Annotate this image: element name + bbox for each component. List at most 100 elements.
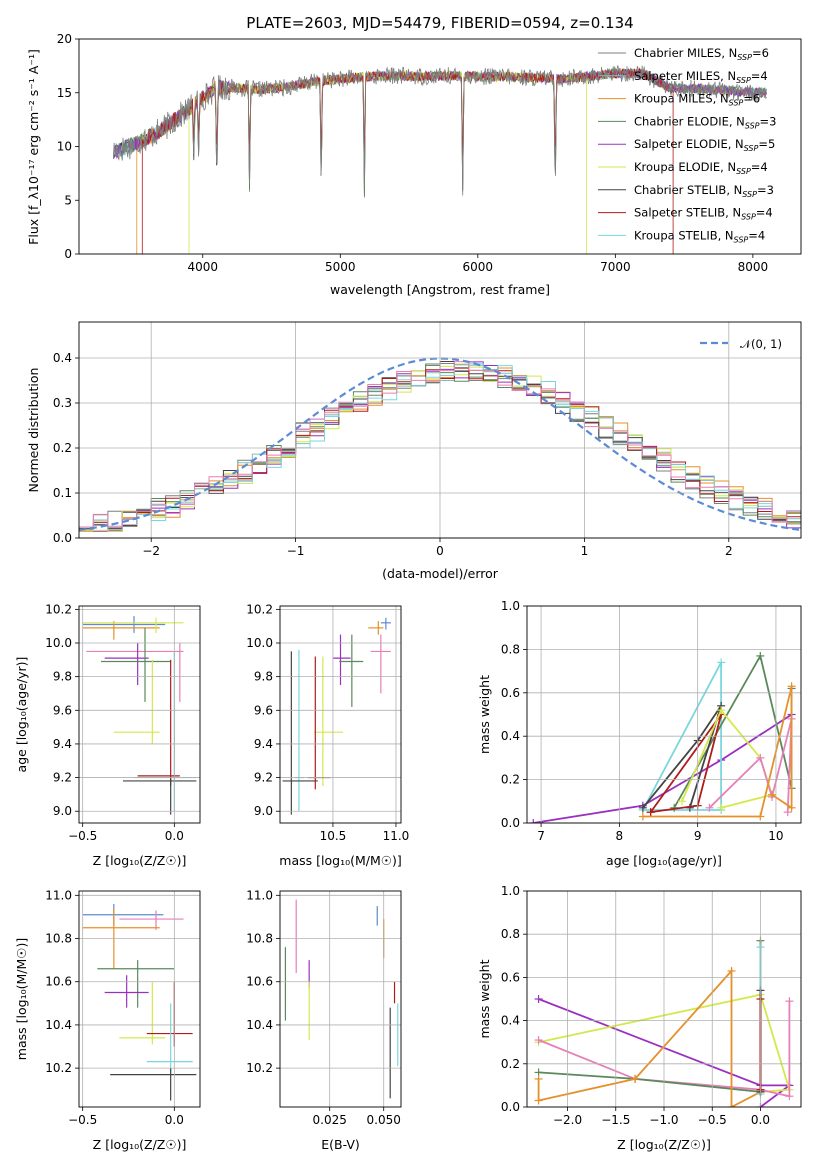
mass-z-xlabel: Z [log₁₀(Z/Z☉)] — [93, 1137, 187, 1152]
weight-z-xtick-label: −2.0 — [553, 1113, 582, 1127]
spectrum-axes-plot-area — [113, 65, 767, 254]
age-z-xtick-label: 0.0 — [165, 829, 184, 843]
spectrum-frame — [78, 38, 802, 255]
weight-z-xtick-label: 0.0 — [751, 1113, 770, 1127]
weight-age-axes-plot-area — [529, 651, 796, 823]
age-z-ytick-label: 10.2 — [45, 602, 72, 616]
weight-z-ytick-label: 0.0 — [501, 1100, 520, 1114]
hist-ytick-label: 0.2 — [53, 441, 72, 455]
mass-ebv-ytick-label: 10.8 — [246, 932, 273, 946]
mass-z-frame — [78, 890, 201, 1108]
spectrum-xtick-label: 6000 — [463, 260, 494, 274]
spectrum-xtick-label: 7000 — [600, 260, 631, 274]
hist-axes: −2 −1 0 1 2 0.0 0.1 0.2 0.3 0.4 𝒩(0, 1) — [53, 321, 802, 558]
age-z-axes: −0.5 0.0 9.0 9.2 9.4 9.6 9.8 10.0 10.2 — [45, 602, 201, 843]
weight-z-xlabel: Z [log₁₀(Z/Z☉)] — [617, 1137, 711, 1152]
weight-z-ytick-label: 0.2 — [501, 1057, 520, 1071]
age-z-ytick-label: 9.0 — [53, 804, 72, 818]
mass-z-axes: −0.5 0.0 10.2 10.4 10.6 10.8 11.0 — [45, 888, 201, 1127]
weight-age-xtick-label: 9 — [694, 829, 702, 843]
weight-z-xtick-label: −1.5 — [601, 1113, 630, 1127]
hist-xtick-label: −1 — [287, 544, 305, 558]
mass-z-ytick-label: 10.2 — [45, 1061, 72, 1075]
mass-ebv-axes: 0.025 0.050 10.2 10.4 10.6 10.8 11.0 — [246, 888, 402, 1127]
mass-z-ytick-label: 10.4 — [45, 1018, 72, 1032]
weight-z-ytick-label: 0.8 — [501, 927, 520, 941]
age-z-ytick-label: 9.6 — [53, 703, 72, 717]
hist-ytick-label: 0.1 — [53, 486, 72, 500]
age-z-ytick-label: 10.0 — [45, 636, 72, 650]
age-z-frame — [78, 605, 201, 824]
legend-entry-1: Salpeter MILES, NSSP=4 — [634, 69, 768, 85]
spectrum-series-0 — [113, 65, 767, 196]
hist-legend-label: 𝒩(0, 1) — [740, 337, 782, 351]
legend-entry-0: Chabrier MILES, NSSP=6 — [634, 46, 769, 62]
age-z-xtick-label: −0.5 — [68, 829, 97, 843]
age-z-ytick-label: 9.4 — [53, 737, 72, 751]
hist-frame — [78, 321, 802, 539]
spectrum-ytick-label: 0 — [64, 247, 72, 261]
legend-entry-4: Salpeter ELODIE, NSSP=5 — [634, 137, 775, 153]
spectrum-xlabel: wavelength [Angstrom, rest frame] — [330, 282, 550, 297]
weight-z-ylabel: mass weight — [477, 959, 492, 1038]
age-mass-ytick-label: 10.2 — [246, 602, 273, 616]
spectrum-ylabel: Flux [f_λ10⁻¹⁷ erg cm⁻² s⁻¹ A⁻¹] — [26, 49, 41, 245]
spectrum-xtick-label: 8000 — [738, 260, 769, 274]
spectrum-ytick-label: 15 — [57, 86, 72, 100]
spectrum-axes: 4000 5000 6000 7000 8000 0 5 10 15 20 Chabrier MIL… — [57, 32, 802, 274]
weight-z-frame — [526, 890, 802, 1108]
mass-z-xtick-label: 0.0 — [165, 1113, 184, 1127]
weight-z-series-1 — [538, 993, 791, 1093]
hist-xtick-label: 1 — [581, 544, 589, 558]
weight-age-xlabel: age [log₁₀(age/yr)] — [606, 853, 722, 868]
mass-ebv-ytick-label: 10.6 — [246, 975, 273, 989]
hist-ytick-label: 0.4 — [53, 351, 72, 365]
hist-xtick-label: 0 — [436, 544, 444, 558]
weight-age-axes: 7 8 9 10 0.0 0.2 0.4 0.6 0.8 1.0 — [501, 599, 802, 843]
age-mass-frame — [279, 605, 402, 824]
spectrum-xtick-label: 4000 — [187, 260, 218, 274]
mass-ebv-ytick-label: 10.4 — [246, 1018, 273, 1032]
spectrum-series-7 — [141, 67, 674, 254]
age-z-ytick-label: 9.2 — [53, 771, 72, 785]
weight-age-frame — [526, 605, 802, 824]
spectrum-legend: Chabrier MILES, NSSP=6 Salpeter MILES, NS… — [598, 46, 776, 244]
age-mass-ytick-label: 9.6 — [254, 703, 273, 717]
age-mass-ytick-label: 9.2 — [254, 771, 273, 785]
hist-ylabel: Normed distribution — [26, 368, 41, 493]
mass-ebv-frame — [279, 890, 402, 1108]
weight-age-xtick-label: 10 — [768, 829, 783, 843]
mass-z-ytick-label: 11.0 — [45, 888, 72, 902]
hist-xtick-label: −2 — [142, 544, 160, 558]
spectrum-xtick-label: 5000 — [325, 260, 356, 274]
legend-entry-2: Kroupa MILES, NSSP=6 — [634, 92, 760, 108]
mass-ebv-ytick-label: 11.0 — [246, 888, 273, 902]
weight-age-series-0 — [533, 713, 793, 823]
mass-z-ytick-label: 10.6 — [45, 975, 72, 989]
age-mass-ytick-label: 10.0 — [246, 636, 273, 650]
legend-entry-7: Salpeter STELIB, NSSP=4 — [634, 206, 773, 222]
age-mass-xtick-label: 11.0 — [383, 829, 410, 843]
weight-age-ytick-label: 0.0 — [501, 816, 520, 830]
mass-ebv-xtick-label: 0.050 — [367, 1113, 401, 1127]
age-mass-axes: 10.5 11.0 9.0 9.2 9.4 9.6 9.8 10.0 10.2 — [246, 602, 409, 843]
age-z-ytick-label: 9.8 — [53, 670, 72, 684]
hist-xlabel: (data-model)/error — [382, 566, 499, 581]
age-z-xlabel: Z [log₁₀(Z/Z☉)] — [93, 853, 187, 868]
age-mass-ytick-label: 9.0 — [254, 804, 273, 818]
age-mass-ytick-label: 9.4 — [254, 737, 273, 751]
weight-age-series-4 — [649, 713, 722, 813]
legend-entry-3: Chabrier ELODIE, NSSP=3 — [634, 114, 776, 130]
spectrum-ytick-label: 20 — [57, 32, 72, 46]
weight-z-xtick-label: −0.5 — [698, 1113, 727, 1127]
weight-age-ytick-label: 0.6 — [501, 686, 520, 700]
spectrum-ytick-label: 10 — [57, 140, 72, 154]
weight-z-series-3 — [538, 940, 762, 1093]
legend-entry-6: Chabrier STELIB, NSSP=3 — [634, 183, 774, 199]
mass-z-axes-plot-area — [82, 903, 197, 1101]
legend-entry-5: Kroupa ELODIE, NSSP=4 — [634, 160, 768, 176]
weight-z-ytick-label: 0.4 — [501, 1014, 520, 1028]
weight-z-ytick-label: 0.6 — [501, 970, 520, 984]
age-mass-xlabel: mass [log₁₀(M/M☉)] — [279, 853, 401, 868]
